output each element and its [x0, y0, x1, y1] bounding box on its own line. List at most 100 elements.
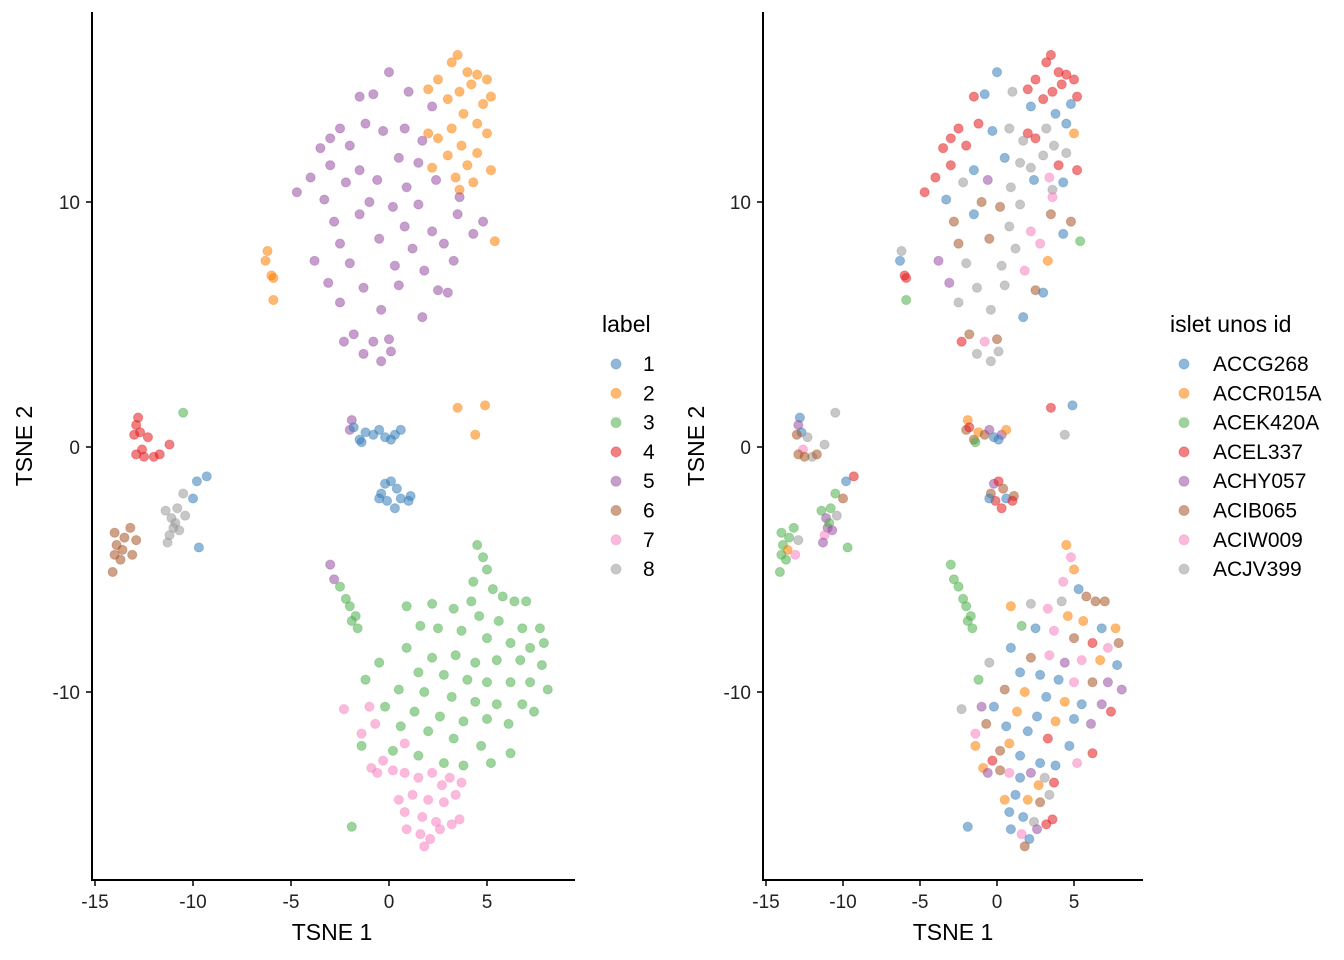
data-point — [346, 615, 357, 627]
data-point — [1058, 576, 1069, 587]
data-point — [485, 91, 497, 102]
data-point — [432, 623, 444, 634]
x-axis-title: TSNE 1 — [292, 919, 373, 945]
data-point — [485, 757, 497, 769]
data-point — [999, 280, 1010, 291]
data-point — [477, 216, 489, 227]
data-point — [528, 706, 540, 717]
data-point — [1035, 757, 1046, 769]
data-point — [338, 704, 350, 715]
data-point — [356, 740, 367, 752]
data-point — [444, 772, 455, 783]
data-point — [338, 336, 350, 347]
data-point — [1019, 265, 1030, 276]
data-point — [376, 356, 387, 367]
data-point — [536, 659, 547, 671]
data-point — [938, 143, 949, 154]
data-point — [1042, 255, 1053, 266]
data-point — [446, 691, 457, 703]
data-point — [1038, 287, 1049, 298]
data-point — [399, 123, 410, 134]
data-point — [901, 294, 912, 306]
data-point — [1022, 128, 1033, 139]
data-point — [334, 238, 346, 249]
data-point — [999, 794, 1010, 805]
data-point — [842, 542, 853, 553]
data-point — [466, 79, 477, 90]
data-point — [1005, 824, 1016, 835]
tsne-plot-by-donor: -15 -10 -5 0 5 10 0 -10 TSNE 1 TSNE 2 islet uno… — [683, 12, 1322, 945]
data-point — [407, 243, 418, 254]
data-point — [1059, 657, 1070, 668]
data-point — [491, 655, 502, 666]
x-tick-label: -5 — [912, 892, 929, 913]
data-point — [417, 312, 428, 323]
data-point — [1076, 655, 1087, 666]
data-point — [1067, 400, 1078, 411]
data-point — [1078, 615, 1089, 627]
data-point — [1039, 772, 1050, 783]
legend-label: 3 — [643, 412, 655, 435]
data-point — [370, 718, 381, 729]
x-tick-label: -5 — [283, 892, 300, 913]
tsne-plot-by-label: -15 -10 -5 0 5 10 0 -10 TSNE 1 TSNE 2 label 1 2 3… — [11, 12, 655, 945]
data-point — [423, 84, 434, 95]
data-point — [1053, 160, 1064, 171]
x-axis-title: TSNE 1 — [913, 919, 994, 945]
data-point — [973, 118, 984, 129]
data-point — [1068, 564, 1080, 575]
data-point — [830, 488, 841, 499]
data-point — [1007, 495, 1018, 506]
data-point — [374, 424, 385, 435]
data-point — [360, 118, 371, 129]
data-point — [403, 86, 414, 97]
data-point — [340, 177, 351, 188]
data-point — [401, 824, 412, 835]
data-point — [125, 522, 136, 533]
data-point — [456, 140, 467, 151]
data-point — [419, 686, 430, 698]
data-point — [450, 789, 461, 801]
data-point — [1016, 829, 1027, 840]
data-point — [415, 829, 426, 840]
data-point — [985, 304, 996, 315]
data-point — [1028, 174, 1040, 186]
data-point — [793, 535, 804, 546]
data-point — [1056, 596, 1067, 607]
data-point — [425, 833, 436, 845]
data-point — [1061, 539, 1072, 551]
data-point — [368, 336, 379, 347]
data-point — [417, 811, 428, 823]
data-point — [438, 757, 449, 769]
data-point — [1041, 691, 1052, 703]
data-point — [481, 564, 493, 575]
data-point — [1087, 637, 1098, 649]
data-point — [470, 429, 481, 440]
data-point — [385, 346, 397, 357]
data-point — [970, 437, 981, 448]
data-point — [187, 493, 199, 504]
data-point — [334, 297, 346, 308]
data-point — [172, 503, 183, 514]
data-point — [1116, 684, 1127, 695]
data-point — [472, 118, 483, 129]
data-point — [1015, 199, 1026, 210]
x-tick-label: -10 — [829, 892, 856, 913]
data-point — [971, 348, 983, 359]
data-point — [481, 74, 493, 85]
data-point — [1048, 625, 1060, 636]
data-point — [423, 726, 434, 737]
data-point — [1018, 811, 1029, 823]
data-point — [448, 603, 459, 614]
y-tick-label: -10 — [53, 683, 80, 704]
data-point — [971, 282, 983, 293]
data-point — [432, 285, 444, 296]
axis-ticks: -15 -10 -5 0 5 10 0 -10 — [724, 193, 1080, 913]
legend-label: ACEL337 — [1213, 441, 1303, 464]
data-point — [1042, 733, 1053, 744]
data-point — [427, 652, 438, 663]
data-point — [477, 98, 489, 110]
data-point — [1099, 596, 1110, 607]
data-point — [452, 402, 463, 413]
data-point — [1096, 699, 1107, 710]
